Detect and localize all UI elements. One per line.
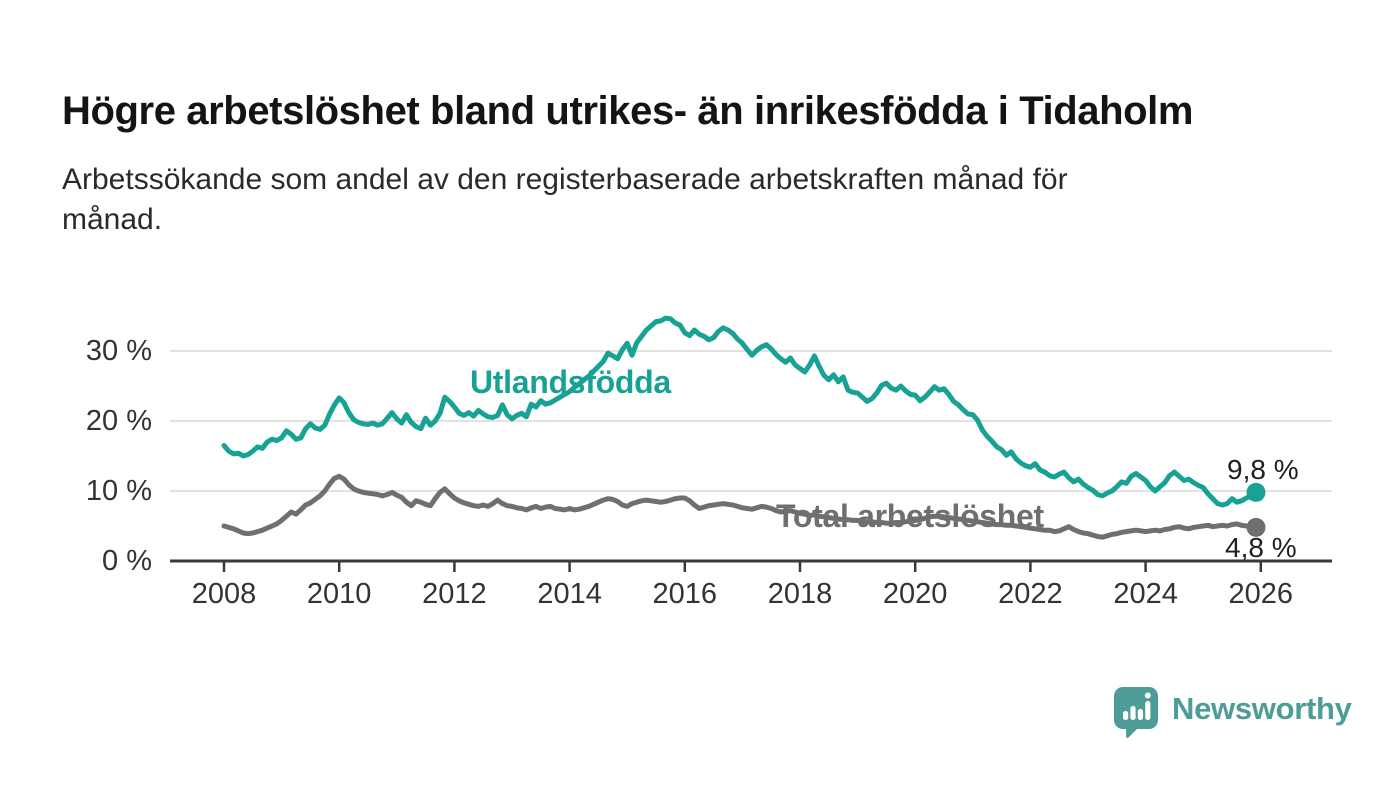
y-axis-label-30: 30 %	[85, 335, 152, 367]
newsworthy-logo-icon	[1114, 687, 1158, 738]
x-axis-label-2018: 2018	[767, 578, 833, 610]
newsworthy-logo-text: Newsworthy	[1172, 691, 1352, 726]
y-axis-label-0: 0 %	[102, 545, 152, 577]
x-axis-label-2022: 2022	[998, 578, 1063, 610]
series-label-utlandsfodda: Utlandsfödda	[470, 364, 671, 400]
newsworthy-branding: Newsworthy	[1113, 686, 1352, 738]
y-axis-label-10: 10 %	[85, 475, 152, 507]
x-axis-label-2012: 2012	[422, 578, 487, 610]
subtitle-line-2: månad.	[62, 202, 163, 236]
series-line-utlandsfodda	[221, 315, 1259, 508]
x-axis-label-2026: 2026	[1228, 578, 1294, 610]
end-dot-utlandsfodda	[1246, 482, 1266, 502]
page-title: Högre arbetslöshet bland utrikes- än inr…	[62, 88, 1194, 133]
series-line-total	[221, 473, 1259, 540]
subtitle-line-1: Arbetssökande som andel av den registerb…	[62, 163, 1068, 196]
series-label-total-arbetsloshet: Total arbetslöshet	[776, 498, 1044, 534]
chart-subtitle: Arbetssökande som andel av den registerb…	[62, 160, 1068, 240]
x-axis-label-2020: 2020	[882, 578, 948, 610]
x-axis-label-2008: 2008	[191, 578, 257, 610]
end-value-label-total: 4,8 %	[1225, 532, 1297, 563]
x-axis-label-2014: 2014	[537, 578, 602, 610]
x-axis-label-2010: 2010	[306, 578, 372, 610]
y-axis-label-20: 20 %	[85, 405, 152, 437]
end-value-label-utlandsfodda: 9,8 %	[1227, 454, 1299, 485]
end-dot-total	[1246, 517, 1266, 537]
x-axis-label-2016: 2016	[652, 578, 718, 610]
x-axis-label-2024: 2024	[1113, 578, 1178, 610]
